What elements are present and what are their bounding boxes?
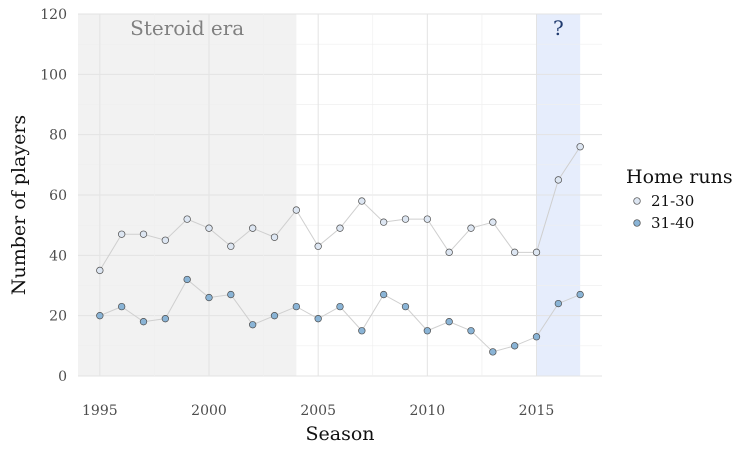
data-point-31-40-1996 bbox=[118, 302, 126, 311]
data-point-21-30-2008 bbox=[380, 218, 388, 226]
data-point-31-40-2006 bbox=[336, 302, 344, 311]
legend-title: Home runs bbox=[626, 166, 733, 188]
data-point-21-30-2012 bbox=[467, 224, 475, 232]
data-point-31-40-1998 bbox=[161, 315, 169, 323]
y-tick-label: 0 bbox=[58, 369, 67, 385]
data-point-31-40-2014 bbox=[511, 342, 519, 350]
data-point-31-40-2005 bbox=[314, 315, 322, 323]
data-point-21-30-2006 bbox=[336, 224, 344, 232]
data-point-21-30-2010 bbox=[423, 215, 431, 223]
shaded-region-label-1: ? bbox=[553, 16, 564, 40]
data-point-21-30-2002 bbox=[249, 224, 257, 232]
legend-key-21-30 bbox=[633, 197, 641, 205]
data-point-31-40-1995 bbox=[96, 312, 104, 320]
data-point-31-40-2003 bbox=[270, 312, 279, 320]
x-tick-label: 2015 bbox=[519, 403, 555, 419]
data-point-21-30-2014 bbox=[511, 248, 519, 256]
region-labels: Steroid era? bbox=[130, 16, 564, 40]
data-point-21-30-2003 bbox=[270, 233, 279, 241]
y-tick-label: 100 bbox=[40, 67, 67, 83]
y-tick-labels: 0 20 40 60 80 100 120 bbox=[40, 7, 67, 385]
x-tick-label: 1995 bbox=[82, 403, 118, 419]
x-tick-label: 2005 bbox=[300, 403, 336, 419]
data-point-21-30-2005 bbox=[314, 242, 322, 250]
y-tick-label: 80 bbox=[49, 128, 67, 144]
y-tick-label: 120 bbox=[40, 7, 67, 23]
data-point-21-30-2000 bbox=[205, 224, 213, 232]
data-point-31-40-2015 bbox=[532, 333, 541, 341]
x-tick-label: 2000 bbox=[191, 403, 227, 419]
legend-items: 21-30 31-40 bbox=[633, 192, 694, 232]
data-point-21-30-2011 bbox=[445, 248, 453, 256]
data-point-31-40-2013 bbox=[489, 348, 497, 356]
data-point-21-30-2001 bbox=[227, 242, 235, 250]
grid bbox=[78, 13, 602, 377]
x-tick-labels: 1995 2000 2005 2010 2015 bbox=[82, 403, 554, 419]
data-point-21-30-2017 bbox=[576, 143, 584, 151]
data-point-31-40-2000 bbox=[205, 293, 213, 302]
data-point-31-40-2002 bbox=[249, 321, 257, 329]
data-point-21-30-2004 bbox=[292, 206, 300, 214]
data-point-31-40-2008 bbox=[380, 290, 388, 299]
data-point-31-40-2004 bbox=[292, 302, 300, 311]
data-point-21-30-1995 bbox=[96, 266, 104, 275]
x-tick-label: 2010 bbox=[410, 403, 446, 419]
data-point-21-30-1998 bbox=[161, 236, 169, 244]
series-points bbox=[96, 143, 584, 356]
y-tick-label: 20 bbox=[49, 309, 67, 325]
legend-label-31-40: 31-40 bbox=[651, 214, 694, 232]
data-point-31-40-2016 bbox=[554, 299, 562, 308]
data-point-21-30-1996 bbox=[118, 230, 126, 238]
data-point-21-30-1997 bbox=[139, 230, 148, 238]
data-point-31-40-2010 bbox=[423, 327, 431, 335]
data-point-31-40-2011 bbox=[445, 318, 453, 326]
y-tick-label: 40 bbox=[49, 248, 67, 264]
y-axis-title: Number of players bbox=[8, 115, 30, 295]
y-tick-label: 60 bbox=[49, 188, 67, 204]
data-point-31-40-2012 bbox=[467, 327, 475, 335]
legend-label-21-30: 21-30 bbox=[651, 192, 694, 210]
data-point-21-30-2009 bbox=[401, 215, 410, 223]
data-point-21-30-2007 bbox=[358, 197, 366, 205]
shaded-region-label-0: Steroid era bbox=[130, 16, 244, 40]
data-point-31-40-2017 bbox=[576, 290, 584, 299]
data-point-21-30-2015 bbox=[532, 248, 541, 256]
data-point-31-40-2009 bbox=[401, 302, 410, 311]
data-point-31-40-1997 bbox=[139, 318, 148, 326]
data-point-31-40-2007 bbox=[358, 327, 366, 335]
x-axis-title: Season bbox=[305, 423, 374, 445]
legend: Home runs 21-30 31-40 bbox=[626, 166, 733, 232]
data-point-31-40-1999 bbox=[183, 275, 191, 284]
data-point-21-30-1999 bbox=[183, 215, 191, 223]
data-point-21-30-2016 bbox=[554, 176, 562, 184]
legend-key-31-40 bbox=[633, 219, 641, 227]
data-point-21-30-2013 bbox=[489, 218, 497, 226]
data-point-31-40-2001 bbox=[227, 290, 235, 299]
